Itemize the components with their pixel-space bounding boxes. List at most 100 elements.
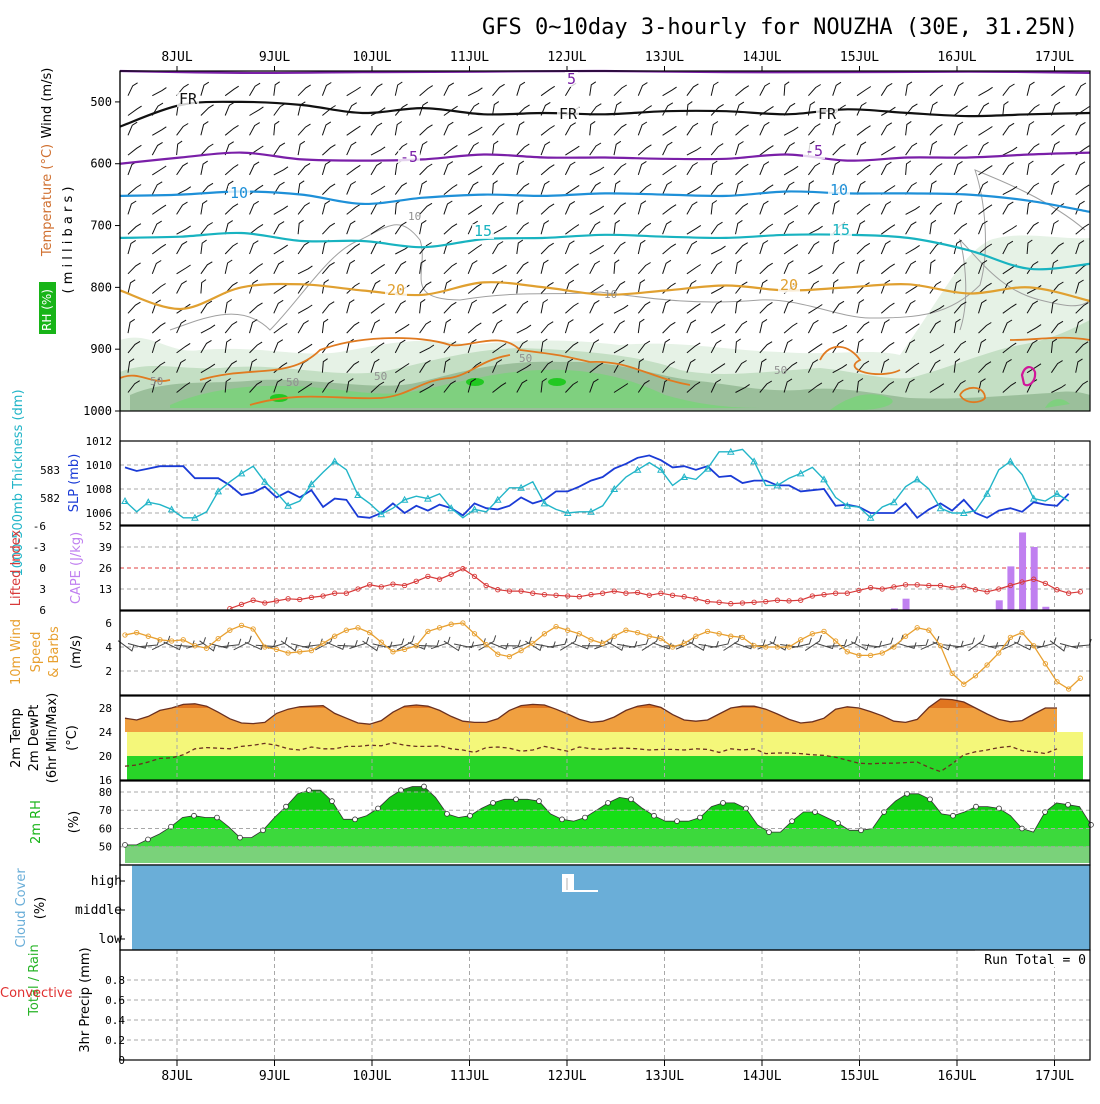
wind-barb	[613, 84, 627, 97]
wind-barb	[1002, 185, 1018, 196]
thickness-marker	[517, 483, 525, 491]
wind-barb	[224, 338, 232, 353]
lifted-index-marker	[355, 586, 361, 592]
wind10-marker	[716, 631, 722, 637]
wind10-marker	[366, 629, 373, 636]
temp-minmax-bar	[204, 698, 209, 707]
wind-barb	[1050, 360, 1063, 373]
wind-barb	[492, 382, 507, 393]
rh-contour-label: 10	[604, 288, 617, 301]
wind-barb	[370, 107, 386, 116]
wind-barb	[443, 200, 453, 215]
wind-barb	[516, 182, 530, 195]
wind10-marker	[739, 634, 746, 641]
wind-barb	[565, 224, 580, 235]
isotherm-label-bg	[565, 72, 578, 87]
wind10-marker	[809, 631, 815, 637]
wind-barb	[783, 220, 795, 235]
thickness-marker	[1006, 457, 1015, 465]
wind10-barb	[688, 640, 706, 651]
wind-barb	[613, 280, 626, 294]
wind10-marker	[308, 647, 315, 654]
wind-barb	[540, 321, 554, 334]
wind-barb	[686, 201, 698, 215]
wind-barb	[929, 202, 943, 215]
wind10-barb	[500, 639, 521, 647]
day-label-top: 17JUL	[1035, 50, 1074, 65]
lifted-index-marker	[1019, 579, 1025, 585]
wind10-marker	[145, 633, 151, 639]
wind-barb	[152, 126, 167, 136]
wind-barb	[419, 180, 428, 195]
temp-minmax-bar	[297, 698, 302, 707]
wind-barb	[151, 378, 160, 393]
wind-barb	[516, 379, 528, 393]
wind-barb	[564, 240, 575, 255]
thickness-marker	[796, 469, 805, 477]
wind-barb	[735, 219, 743, 235]
wind-barb	[565, 341, 579, 354]
lifted-index-marker	[623, 590, 629, 596]
wind-barb	[1075, 302, 1089, 314]
wind-barb	[1002, 381, 1017, 393]
wind-barb	[127, 301, 141, 314]
wind-barb	[856, 259, 865, 274]
wind10-marker	[833, 638, 839, 644]
rh2m-tick-label: 60	[99, 822, 112, 835]
wind10-barb	[1071, 638, 1092, 648]
wind-barb	[710, 121, 719, 136]
rh-contour-label: 10	[408, 210, 421, 223]
rh2m-tick-label: 50	[99, 841, 112, 854]
wind-barb	[978, 165, 993, 176]
wind10-barb	[372, 641, 393, 649]
wind-barb	[467, 283, 482, 294]
lifted-index-marker	[390, 581, 396, 587]
cloud-axis-label: Cloud Cover	[14, 868, 29, 948]
wind-barb	[492, 162, 505, 176]
lifted-index-marker	[891, 584, 897, 590]
wind-barb	[953, 183, 968, 195]
wind-barb	[759, 318, 768, 334]
wind-barb	[686, 381, 701, 393]
wind-barb	[953, 144, 968, 156]
wind-barb	[1026, 221, 1039, 235]
wind-barb	[929, 359, 941, 373]
thickness-tick-label: 582	[40, 492, 60, 505]
wind-barb	[1075, 318, 1084, 334]
lifted-index-marker	[704, 598, 711, 605]
wind-barb	[346, 299, 355, 314]
wind-barb	[978, 86, 993, 97]
wind-barb	[929, 101, 938, 116]
wind-barb	[152, 165, 167, 176]
wind-barb	[832, 324, 848, 334]
wind-barb	[735, 242, 748, 255]
wind-barb	[370, 224, 386, 235]
wind-barb	[905, 362, 920, 374]
wind-barb	[492, 180, 498, 195]
precip-frame	[119, 949, 1091, 1061]
wind-barb	[1050, 101, 1061, 116]
wind-barb	[1075, 200, 1085, 215]
wind-barb	[929, 123, 943, 136]
wind-barb	[905, 142, 918, 156]
wind-barb	[322, 301, 335, 314]
li-tick-label: 3	[39, 583, 46, 596]
lifted-index-marker	[285, 596, 291, 602]
wind-barb	[516, 324, 532, 334]
wind-barb	[589, 260, 601, 275]
rh-axis-label: RH (%)	[40, 289, 54, 331]
wind-barb	[953, 160, 963, 176]
thickness-marker	[866, 513, 875, 521]
wind-barb	[443, 301, 457, 314]
wind-barb	[953, 105, 968, 116]
wind-barb	[540, 141, 551, 156]
wind-barb	[419, 141, 428, 156]
wind-barb	[735, 180, 744, 195]
wind-barb	[370, 263, 385, 275]
thickness-marker	[587, 507, 595, 515]
wind-barb	[881, 145, 896, 156]
wind10-marker	[1019, 629, 1025, 636]
wind10-barb	[443, 640, 461, 652]
wind10-marker	[1042, 661, 1049, 667]
wind10-barb	[968, 634, 985, 652]
